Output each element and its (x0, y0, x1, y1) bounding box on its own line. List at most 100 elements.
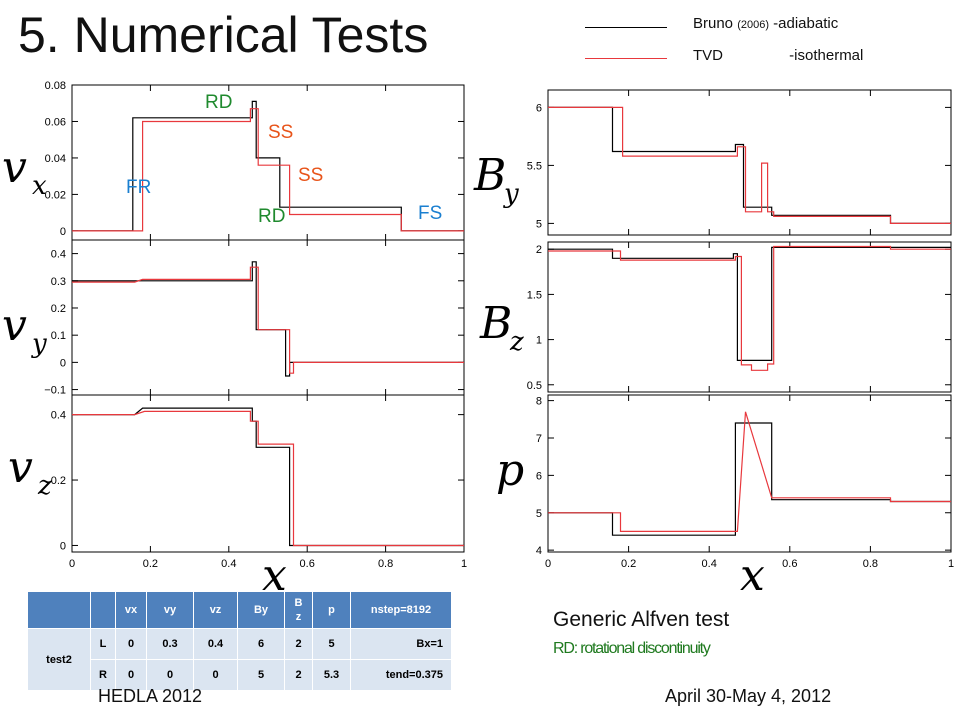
series-line-red (72, 410, 464, 547)
table-header-cell: p (312, 591, 351, 629)
x-tick-label: 1 (948, 558, 954, 570)
table-cell: Bx=1 (350, 628, 452, 660)
y-axis-label-sub: y (503, 179, 519, 209)
y-tick-label: 0.06 (45, 116, 66, 128)
y-tick-label: 7 (536, 433, 542, 445)
legend-label-black: Bruno (2006) -adiabatic (693, 15, 838, 32)
series-line-black (72, 261, 464, 377)
table-cell: 2 (284, 628, 313, 660)
y-tick-label: 0 (60, 357, 66, 369)
annotation-rd2: RD (258, 206, 285, 227)
y-tick-label: 1.5 (527, 289, 542, 301)
table-cell: 0 (115, 628, 147, 660)
y-tick-label: 0.4 (51, 249, 66, 261)
series-line-black (72, 100, 464, 232)
x-tick-label: 0.4 (702, 558, 717, 570)
table-cell: 5.3 (312, 659, 351, 691)
table-cell: R (90, 659, 116, 691)
y-tick-label: 2 (536, 244, 542, 256)
y-axis-label-sub: z (509, 327, 524, 357)
series-line-red (548, 411, 951, 533)
table-cell: 0.4 (193, 628, 238, 660)
y-axis-label: B (479, 298, 512, 349)
series-line-red (548, 245, 951, 371)
table-cell: 0.3 (146, 628, 194, 660)
x-tick-label: 0.8 (863, 558, 878, 570)
footer-left: HEDLA 2012 (98, 686, 203, 706)
y-tick-label: 4 (536, 545, 542, 557)
plot-frame (71, 239, 465, 396)
series-line-black (548, 422, 951, 536)
generic-alfven-title: Generic Alfven test (553, 608, 730, 631)
x-tick-label: 0.2 (621, 558, 636, 570)
legend-black-year: (2006) (737, 19, 769, 31)
y-axis-label: v (2, 142, 27, 193)
table-header-cell: vy (146, 591, 194, 629)
y-tick-label: 5 (536, 218, 542, 230)
y-tick-label: 0.4 (51, 410, 66, 422)
plot-frame (547, 241, 952, 393)
plot-frame (547, 394, 952, 553)
y-tick-label: 0.1 (51, 330, 66, 342)
y-tick-label: 0 (60, 226, 66, 238)
table-header-cell: nstep=8192 (350, 591, 452, 629)
x-tick-label: 0.4 (221, 558, 236, 570)
series-line-red (548, 106, 951, 224)
y-tick-label: 0 (60, 540, 66, 552)
x-tick-label: 1 (461, 558, 467, 570)
x-tick-label: 0.2 (143, 558, 158, 570)
slide-title: 5. Numerical Tests (18, 7, 429, 63)
table-cell: 0 (193, 659, 238, 691)
x-axis-label: x (262, 550, 287, 590)
y-tick-label: 1 (536, 335, 542, 347)
series-line-black (548, 246, 951, 361)
legend-black-suffix: -adiabatic (773, 15, 839, 32)
plot-frame (547, 89, 952, 236)
annotation-fr: FR (126, 177, 151, 198)
bz-z: z (295, 611, 302, 623)
y-tick-label: 5.5 (527, 160, 542, 172)
table-cell: tend=0.375 (350, 659, 452, 691)
table-cell: 0 (146, 659, 194, 691)
y-axis-label: v (2, 300, 27, 351)
series-line-black (72, 407, 464, 547)
x-tick-label: 0.6 (300, 558, 315, 570)
legend-red-name: TVD (693, 47, 723, 64)
y-tick-label: −0.1 (44, 385, 66, 397)
y-tick-label: 6 (536, 102, 542, 114)
table-header-cell: vz (193, 591, 238, 629)
table-header-cell: By (237, 591, 285, 629)
y-tick-label: 0.04 (45, 153, 66, 165)
y-tick-label: 6 (536, 470, 542, 482)
legend-line-red (585, 58, 667, 59)
y-tick-label: 0.02 (45, 189, 66, 201)
table-header-cell (90, 591, 116, 629)
y-tick-label: 8 (536, 396, 542, 408)
footer-right: April 30-May 4, 2012 (665, 686, 832, 706)
annotation-ss1: SS (268, 122, 293, 143)
table-row: test2 L 0 0.3 0.4 6 2 5 Bx=1 (27, 628, 452, 691)
y-axis-label-sub: z (37, 471, 52, 501)
y-tick-label: 5 (536, 508, 542, 520)
series-line-red (72, 108, 464, 232)
legend-black-name: Bruno (693, 15, 734, 32)
table-header-cell: vx (115, 591, 147, 629)
legend-label-red: TVD -isothermal (693, 47, 863, 64)
x-axis-label: x (740, 550, 765, 590)
legend-red-suffix: -isothermal (789, 47, 864, 64)
y-axis-label-sub: x (32, 171, 47, 201)
series-line-red (72, 266, 464, 374)
y-tick-label: 0.2 (51, 303, 66, 315)
table-cell: 5 (237, 659, 285, 691)
table-cell: 0 (115, 659, 147, 691)
bz-b: B (294, 597, 303, 609)
y-axis-label: p (496, 445, 524, 496)
annotation-rd1: RD (205, 92, 232, 113)
table-row: R 0 0 0 5 2 5.3 tend=0.375 (28, 659, 452, 691)
annotation-ss2: SS (298, 165, 323, 186)
table-cell: 2 (284, 659, 313, 691)
table-cell: 6 (237, 628, 285, 660)
